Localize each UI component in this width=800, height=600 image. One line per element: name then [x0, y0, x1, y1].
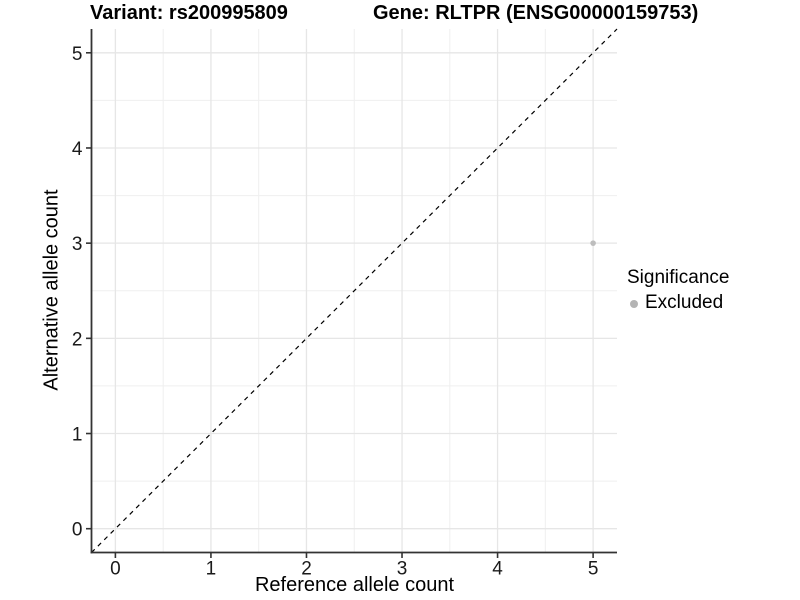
data-point: [590, 240, 596, 246]
plot-title-variant: Variant: rs200995809: [90, 2, 288, 24]
grid-minor: [91, 29, 617, 553]
y-tick-label: 0: [72, 520, 83, 541]
legend-point-icon: [630, 299, 638, 308]
y-tick-labels: 0 1 2 3 4 5: [72, 44, 83, 541]
x-tick-label: 0: [110, 559, 121, 580]
axis-lines: [90, 29, 617, 554]
data-points: [590, 240, 596, 246]
legend-entry-label: Excluded: [645, 292, 724, 314]
plot-title-gene: Gene: RLTPR (ENSG00000159753): [373, 2, 699, 24]
legend-entry: Excluded: [627, 292, 729, 315]
x-tick-label: 5: [588, 559, 599, 580]
x-tick-label: 1: [206, 559, 217, 580]
tick-marks: [86, 51, 594, 558]
y-tick-label: 5: [72, 44, 83, 65]
y-tick-label: 2: [72, 329, 83, 350]
x-tick-labels: 0 1 2 3 4 5: [110, 559, 598, 580]
legend: Significance Excluded: [627, 267, 729, 315]
y-tick-label: 4: [72, 139, 83, 160]
legend-entries: Excluded: [627, 292, 729, 315]
y-axis-title: Alternative allele count: [40, 189, 63, 391]
x-tick-label: 2: [301, 559, 312, 580]
legend-title: Significance: [627, 267, 730, 288]
identity-line: [91, 28, 618, 553]
x-tick-label: 4: [492, 559, 503, 580]
x-axis-title: Reference allele count: [254, 574, 454, 596]
x-tick-label: 3: [397, 559, 408, 580]
grid-major: [91, 29, 617, 553]
y-tick-label: 3: [72, 234, 83, 255]
y-tick-label: 1: [72, 425, 83, 446]
